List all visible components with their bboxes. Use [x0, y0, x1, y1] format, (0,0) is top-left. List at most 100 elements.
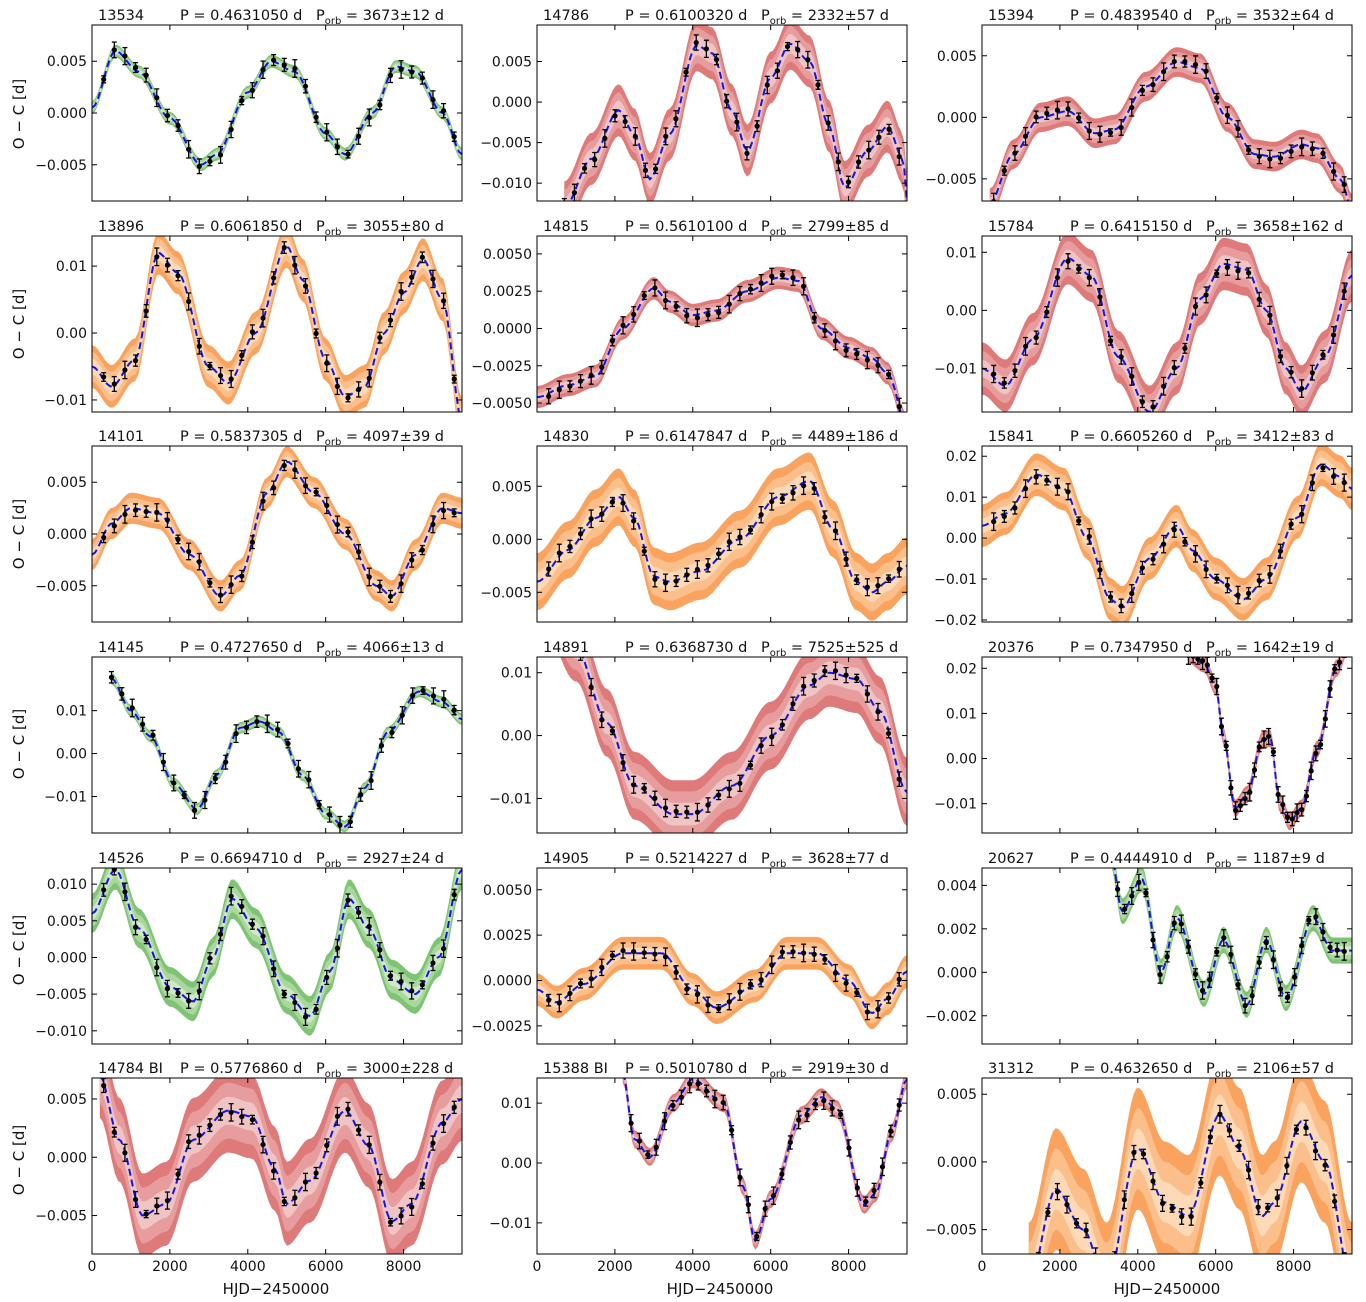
x-tick-label: 6000 — [308, 1259, 344, 1275]
data-point — [845, 179, 852, 185]
data-point — [705, 562, 711, 568]
plot-area — [1028, 1078, 1352, 1260]
data-point — [1246, 147, 1252, 153]
data-point — [132, 924, 139, 930]
data-point — [143, 72, 149, 78]
data-point — [1065, 489, 1071, 495]
data-point — [832, 668, 839, 674]
panel-14526: −0.010 −0.005 0.000 0.005 0.010 14526 P = 0.66… — [35, 851, 463, 1045]
data-point — [111, 381, 117, 387]
data-point — [811, 951, 817, 957]
data-point — [864, 584, 870, 590]
data-point — [1097, 294, 1103, 300]
data-point — [779, 272, 785, 278]
data-point — [821, 1098, 827, 1104]
data-point — [387, 72, 394, 79]
data-point — [1256, 153, 1262, 159]
x-tick-label: 4000 — [675, 1259, 711, 1275]
data-point — [815, 82, 821, 88]
data-point — [164, 262, 171, 268]
y-axis-label: O − C [d] — [10, 709, 28, 779]
data-point — [345, 897, 351, 903]
data-point — [1203, 566, 1209, 573]
data-point — [451, 134, 457, 140]
data-point — [122, 889, 128, 895]
data-point — [345, 395, 351, 401]
y-tick-label: 0.000 — [937, 110, 977, 126]
data-point — [864, 1009, 870, 1015]
confidence-band-3 — [111, 672, 462, 833]
data-point — [1288, 521, 1294, 527]
data-point — [609, 952, 616, 959]
data-point — [562, 204, 567, 209]
data-point — [1112, 1255, 1117, 1260]
confidence-band-2 — [92, 451, 462, 607]
data-point — [991, 519, 997, 525]
data-point — [271, 57, 277, 63]
panel-14145: −0.01 0.00 0.01 14145 P = 0.4727650 d Porb = … — [44, 640, 463, 834]
panel-orbital-period: Porb = 3658±162 d — [1206, 219, 1343, 238]
y-tick-label: 0.000 — [492, 95, 532, 111]
data-point — [705, 312, 711, 318]
data-point — [577, 531, 584, 537]
data-point — [313, 1170, 319, 1176]
data-point — [769, 273, 775, 279]
data-point — [758, 977, 764, 983]
x-tick-label: 2000 — [152, 1259, 188, 1275]
data-point — [1318, 741, 1324, 748]
data-point — [1306, 917, 1312, 923]
panel-star-id: 14786 — [543, 8, 589, 24]
data-point — [419, 75, 425, 81]
panel-star-id: 15388 BI — [543, 1061, 608, 1077]
data-point — [1292, 974, 1298, 980]
y-tick-label: 0.01 — [56, 259, 87, 275]
data-point — [801, 283, 807, 289]
data-point — [991, 371, 997, 377]
data-point — [1129, 373, 1135, 380]
data-point — [599, 717, 605, 723]
data-point — [694, 809, 700, 815]
data-point — [101, 887, 107, 893]
y-tick-label: 0.02 — [946, 661, 977, 677]
data-point — [302, 83, 309, 89]
data-point — [684, 809, 690, 815]
panel-14905: −0.0025 0.0000 0.0025 0.0050 14905 P = 0.5214… — [471, 851, 908, 1045]
confidence-band-1 — [92, 238, 462, 412]
panel-star-id: 14815 — [543, 219, 589, 235]
data-point — [1171, 527, 1177, 533]
y-tick-label: −0.02 — [934, 613, 977, 629]
data-point — [186, 998, 192, 1004]
data-point — [398, 581, 404, 587]
data-point — [713, 56, 720, 63]
data-point — [302, 1014, 309, 1020]
data-point — [249, 329, 255, 335]
data-point — [1022, 343, 1029, 349]
data-point — [854, 675, 860, 681]
data-point — [885, 730, 892, 737]
plot-area — [982, 446, 1352, 622]
data-point — [811, 677, 817, 684]
data-point — [122, 367, 128, 373]
data-point — [1342, 646, 1347, 651]
data-point — [1320, 465, 1326, 471]
plot-area — [560, 657, 907, 833]
data-point — [843, 556, 849, 562]
panel-period: P = 0.5837305 d — [180, 429, 302, 445]
data-point — [239, 903, 245, 910]
data-point — [1218, 723, 1225, 730]
data-point — [430, 693, 437, 699]
data-point — [1256, 296, 1262, 302]
data-point — [260, 67, 266, 73]
y-tick-label: −0.0025 — [471, 359, 532, 375]
data-point — [154, 964, 160, 971]
data-point — [577, 378, 584, 384]
data-point — [1159, 1200, 1166, 1206]
plot-area — [92, 446, 462, 612]
panel-15784: −0.01 0.00 0.01 15784 P = 0.6415150 d Porb = … — [934, 219, 1353, 413]
plot-area — [622, 1078, 907, 1250]
data-point — [1065, 106, 1071, 112]
data-point — [1246, 590, 1252, 596]
data-point — [1236, 1143, 1242, 1149]
confidence-band-1 — [982, 249, 1352, 412]
data-point — [687, 1081, 693, 1087]
